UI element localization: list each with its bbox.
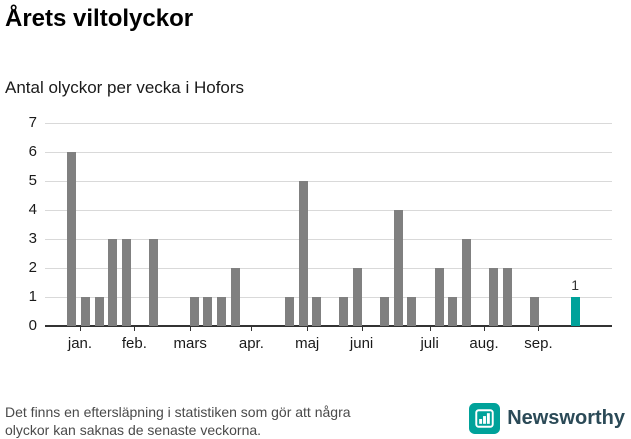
bar bbox=[448, 297, 458, 326]
x-axis-month-label: apr. bbox=[238, 335, 264, 352]
gridline bbox=[45, 268, 612, 269]
bar bbox=[298, 181, 308, 326]
gridline bbox=[45, 152, 612, 153]
bar bbox=[434, 268, 444, 326]
gridline bbox=[45, 239, 612, 240]
x-axis-month-label: maj bbox=[295, 335, 320, 352]
bar bbox=[489, 268, 499, 326]
bar bbox=[461, 239, 471, 326]
bar-value-label: 1 bbox=[571, 277, 580, 293]
x-axis-tick bbox=[79, 326, 81, 331]
gridline bbox=[45, 181, 612, 182]
x-axis-line bbox=[45, 325, 612, 327]
gridline bbox=[45, 123, 612, 124]
y-axis-tick-label: 7 bbox=[28, 114, 37, 131]
bar bbox=[108, 239, 118, 326]
bar-current-week bbox=[570, 297, 580, 326]
newsworthy-logo: Newsworthy bbox=[469, 403, 625, 434]
bar-chart-plot-area: 0 1 2 3 4 5 6 7 1 jan. feb. mars apr. maj juni juli aug.… bbox=[29, 114, 612, 352]
y-axis-tick-label: 4 bbox=[28, 201, 37, 218]
x-axis-month-label: juni bbox=[349, 335, 374, 352]
gridline bbox=[45, 297, 612, 298]
x-axis-month-label: mars bbox=[173, 335, 207, 352]
bar bbox=[339, 297, 349, 326]
y-axis-tick-label: 1 bbox=[28, 288, 37, 305]
x-axis-month-label: feb. bbox=[121, 335, 147, 352]
bar bbox=[94, 297, 104, 326]
bar bbox=[230, 268, 240, 326]
y-axis-tick-label: 6 bbox=[28, 143, 37, 160]
bar bbox=[80, 297, 90, 326]
bar bbox=[353, 268, 362, 326]
bar bbox=[312, 297, 322, 326]
x-axis-tick bbox=[134, 326, 136, 331]
x-axis-month-label: aug. bbox=[469, 335, 499, 352]
bar bbox=[148, 239, 158, 326]
y-axis-tick-label: 5 bbox=[28, 172, 37, 189]
x-axis-tick bbox=[429, 326, 431, 331]
bar bbox=[216, 297, 226, 326]
bar bbox=[529, 297, 539, 326]
footnote: Det finns en eftersläpning i statistiken… bbox=[5, 403, 351, 439]
bar bbox=[284, 297, 294, 326]
x-axis-month-label: jan. bbox=[67, 335, 93, 352]
bar bbox=[203, 297, 213, 326]
bar bbox=[121, 239, 131, 326]
footnote-line-1: Det finns en eftersläpning i statistiken… bbox=[5, 404, 351, 420]
bar bbox=[67, 152, 77, 326]
bar bbox=[189, 297, 199, 326]
x-axis-tick bbox=[251, 326, 253, 331]
gridline bbox=[45, 210, 612, 211]
x-axis-month-label: sep. bbox=[524, 335, 553, 352]
x-axis-tick bbox=[484, 326, 486, 331]
x-axis-tick bbox=[538, 326, 540, 331]
y-axis-tick-label: 3 bbox=[28, 230, 37, 247]
newsworthy-wordmark: Newsworthy bbox=[507, 407, 625, 429]
x-axis-tick bbox=[307, 326, 309, 331]
x-axis-month-label: juli bbox=[420, 335, 439, 352]
bar bbox=[393, 210, 403, 326]
x-axis-tick bbox=[361, 326, 363, 331]
bar bbox=[502, 268, 512, 326]
x-axis-tick bbox=[190, 326, 192, 331]
page-title: Årets viltolyckor bbox=[5, 5, 194, 32]
chart-subtitle: Antal olyckor per vecka i Hofors bbox=[5, 78, 245, 97]
footnote-line-2: olyckor kan saknas de senaste veckorna. bbox=[5, 422, 262, 438]
bar bbox=[380, 297, 390, 326]
newsworthy-chart-icon bbox=[469, 403, 501, 434]
y-axis-tick-label: 0 bbox=[28, 317, 37, 334]
bar bbox=[407, 297, 417, 326]
y-axis-tick-label: 2 bbox=[28, 259, 37, 276]
